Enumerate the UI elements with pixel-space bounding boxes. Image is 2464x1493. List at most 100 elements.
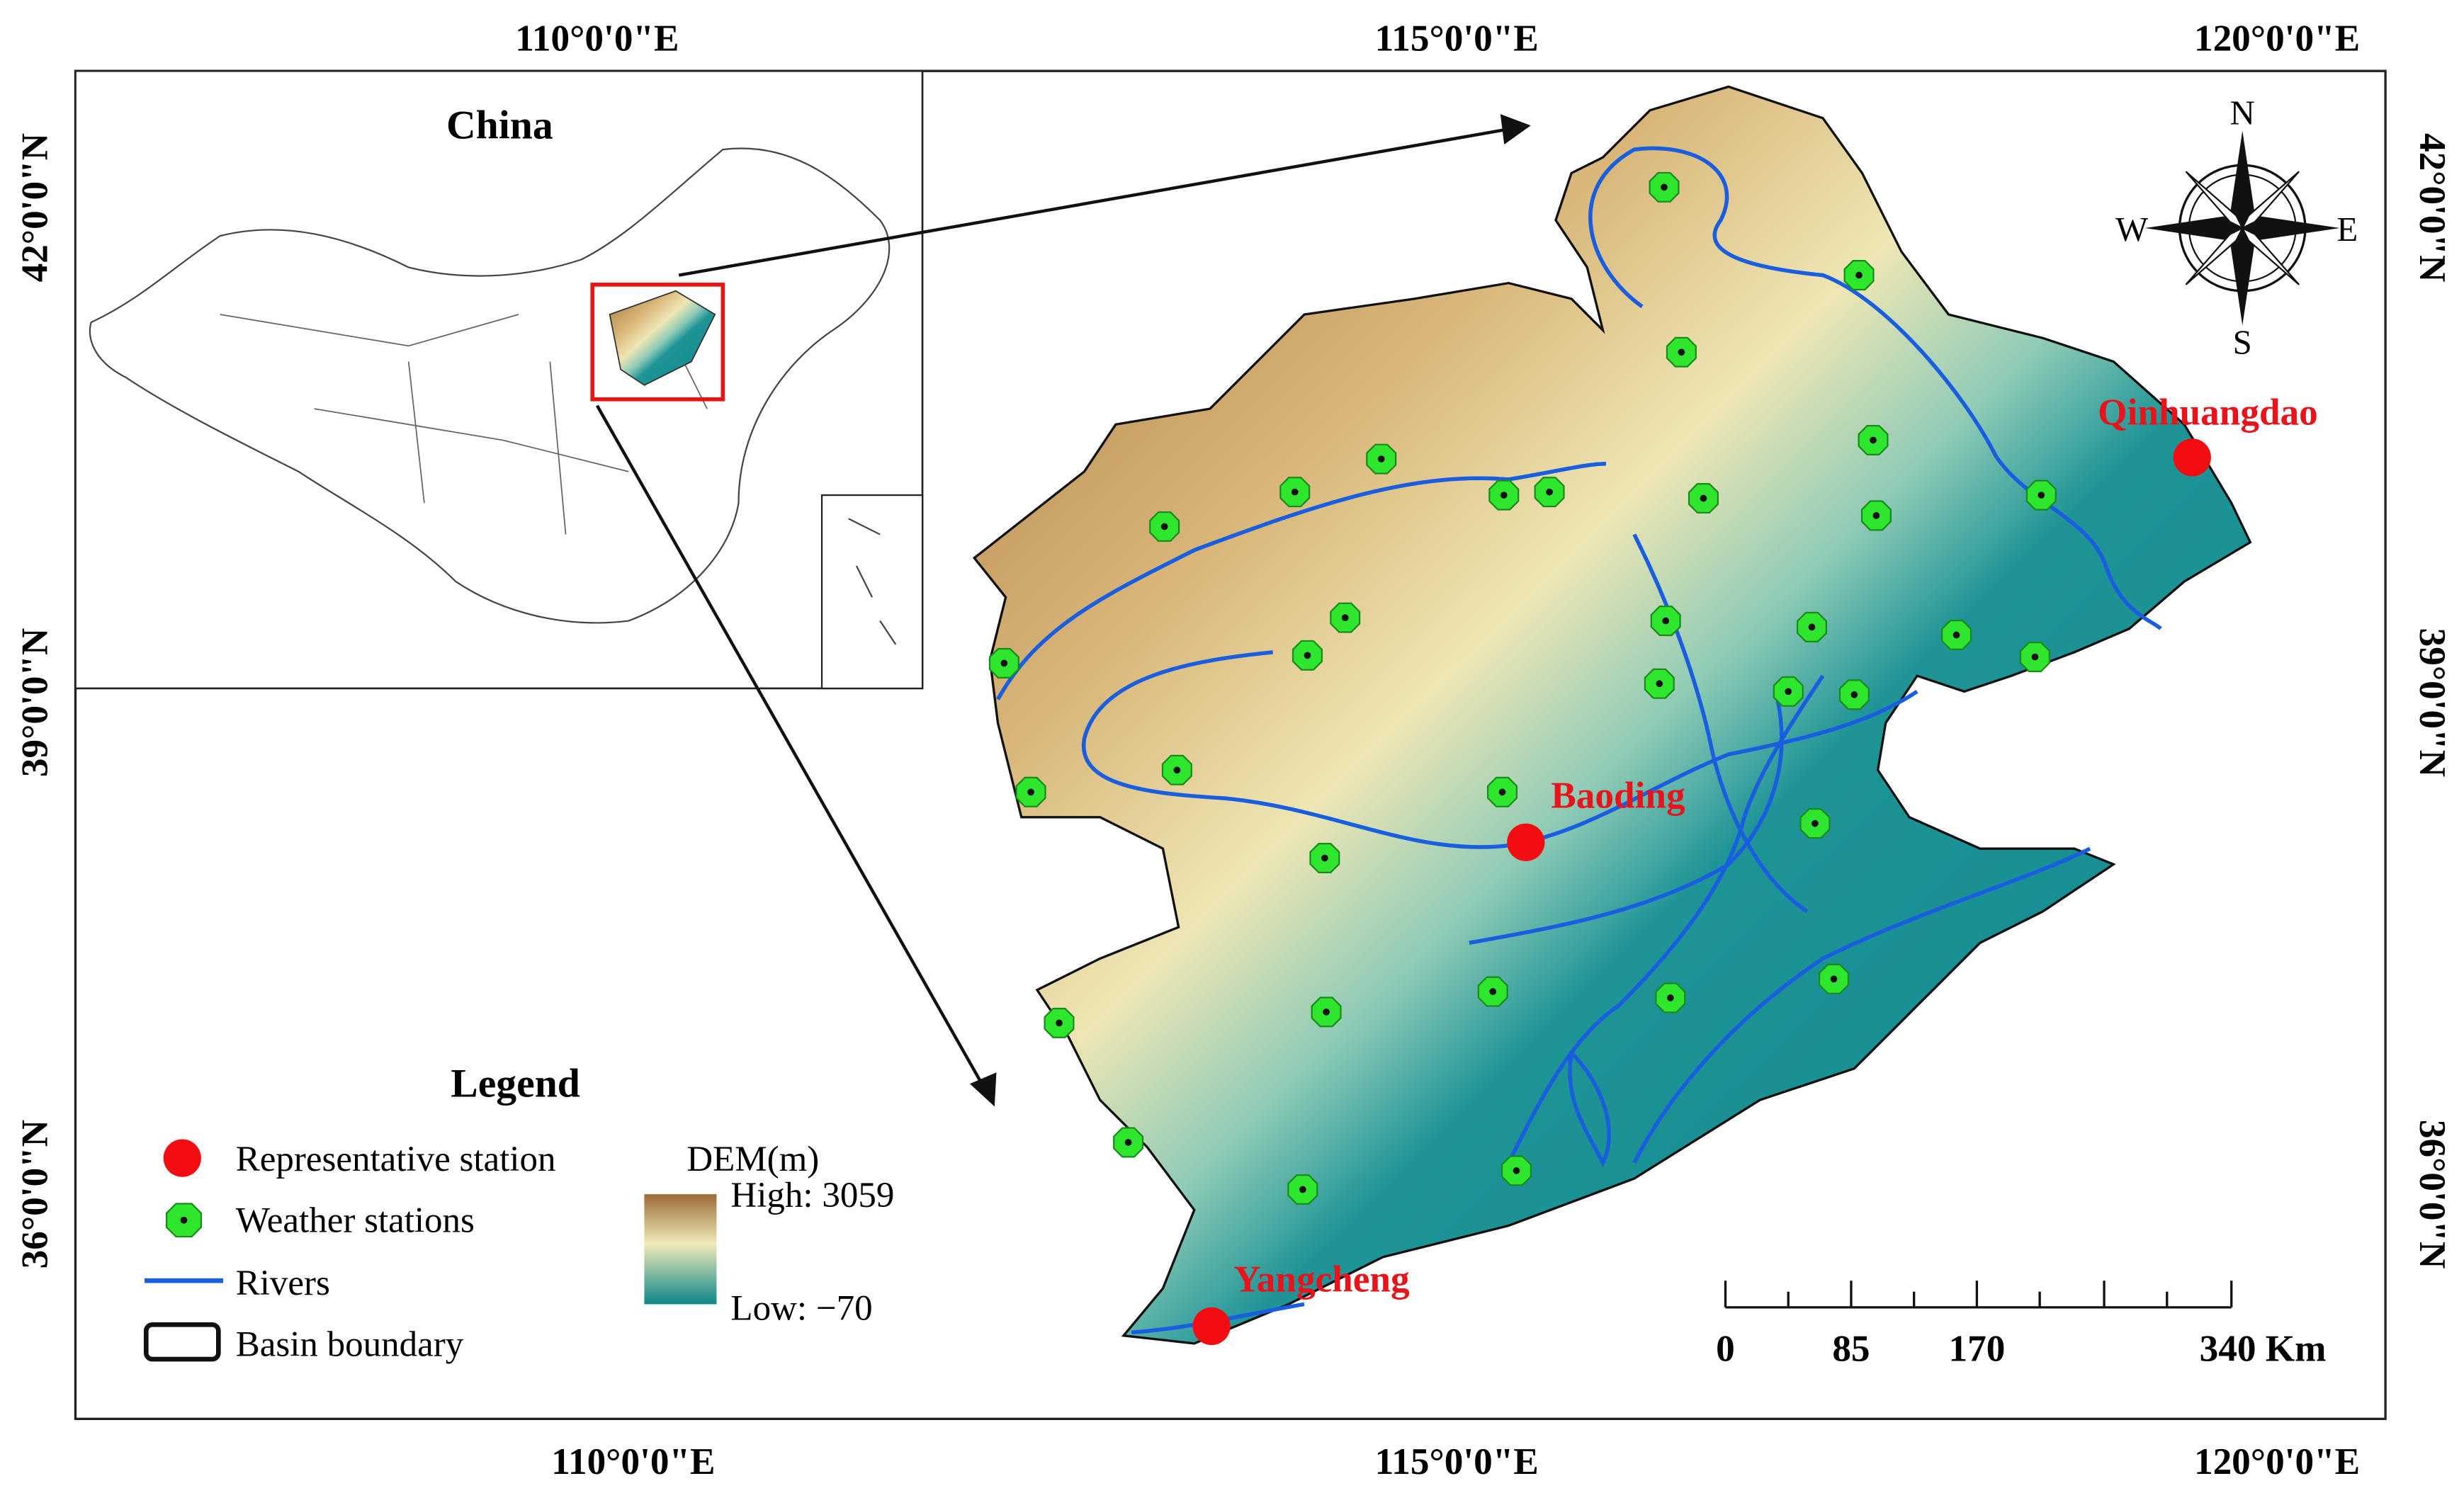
legend-label: Basin boundary: [236, 1325, 464, 1365]
compass-letter: W: [2115, 210, 2148, 249]
city-label: Yangcheng: [1233, 1259, 1410, 1300]
representative-station: [2173, 438, 2211, 477]
compass-letter: E: [2336, 210, 2358, 249]
river: [1081, 650, 1918, 849]
weather-station-dot: [1830, 975, 1838, 983]
weather-station-dot: [1666, 994, 1674, 1001]
south-sea-inset: [820, 494, 924, 690]
arrows: [595, 114, 1531, 1107]
legend-label: Weather stations: [236, 1200, 475, 1240]
map-frame: [74, 69, 2387, 1421]
compass-letter: S: [2233, 323, 2252, 361]
weather-station-dot: [1000, 659, 1008, 667]
islands: [848, 518, 897, 645]
weather-station-dot: [1812, 819, 1819, 827]
weather-station-dot: [1678, 348, 1685, 356]
scale-label: 170: [1948, 1327, 2005, 1369]
weather-station-dot: [1498, 788, 1506, 796]
inset-title: China: [446, 103, 553, 148]
lon-label: 110°0'0"E: [551, 1441, 715, 1482]
weather-station-dot: [1700, 494, 1707, 502]
weather-station-dot: [1341, 614, 1349, 621]
weather-station-dot: [1500, 492, 1508, 499]
weather-station-dot: [1299, 1186, 1306, 1193]
river: [1506, 674, 1825, 1164]
weather-station-dot: [1513, 1167, 1520, 1174]
weather-station-dot: [1785, 688, 1792, 696]
lon-label: 110°0'0"E: [515, 17, 679, 59]
legend-symbol-dot: [180, 1216, 188, 1224]
rivers: [996, 146, 2162, 1335]
weather-station-dot: [1489, 988, 1497, 995]
scale-label: 85: [1832, 1327, 1870, 1369]
scale-bar: [1724, 1281, 2233, 1309]
lat-label: 39°0'0"N: [14, 628, 56, 777]
river: [1632, 846, 2091, 1164]
inset-frame: [74, 69, 924, 690]
weather-station-dot: [1377, 455, 1385, 462]
lon-label: 115°0'0"E: [1375, 1441, 1539, 1482]
lon-label: 120°0'0"E: [2194, 1441, 2360, 1482]
inset-basin: [609, 290, 716, 386]
weather-station-dot: [1872, 512, 1880, 519]
legend-label: Rivers: [236, 1264, 330, 1303]
lon-label: 120°0'0"E: [2194, 17, 2360, 59]
river: [1632, 533, 1809, 914]
city-label: Qinhuangdao: [2098, 391, 2318, 433]
legend-symbol: [143, 1322, 221, 1362]
province-lines: [220, 314, 708, 535]
arrow: [678, 127, 1509, 277]
legend-symbol: [163, 1139, 201, 1177]
scale-label: 340 Km: [2200, 1327, 2327, 1369]
lat-label: 42°0'0"N: [14, 133, 56, 282]
representative-station: [1507, 823, 1545, 861]
china-outline: [89, 147, 891, 624]
basin: [972, 85, 2252, 1345]
arrow-head: [969, 1072, 997, 1107]
dem-colorbar: [644, 1194, 717, 1305]
weather-station-dot: [1656, 680, 1663, 688]
weather-station-dot: [1952, 631, 1960, 639]
weather-station-dot: [1291, 488, 1299, 496]
weather-station-dot: [1546, 488, 1553, 496]
weather-station-dot: [1870, 436, 1877, 444]
weather-station-dot: [1323, 1008, 1330, 1016]
weather-station-dot: [1173, 766, 1181, 774]
weather-station-dot: [1160, 523, 1168, 530]
weather-station-dot: [1027, 788, 1034, 796]
city-label: Baoding: [1551, 775, 1685, 817]
dem-title: DEM(m): [686, 1140, 819, 1179]
lon-label: 115°0'0"E: [1375, 17, 1539, 59]
river: [1568, 1051, 1611, 1168]
river: [996, 461, 1606, 700]
arrow-head: [1500, 114, 1531, 144]
scale-label: 0: [1716, 1327, 1735, 1369]
weather-station-dot: [1850, 691, 1858, 698]
representative-station: [1192, 1307, 1231, 1346]
dem-high: High: 3059: [730, 1176, 894, 1215]
weather-station-dot: [1855, 271, 1863, 279]
river: [1588, 146, 2162, 630]
lat-label: 36°0'0"N: [2412, 1120, 2453, 1268]
weather-station-dot: [1321, 854, 1328, 862]
compass-letter: N: [2230, 94, 2255, 132]
weather-station-dot: [1661, 183, 1668, 191]
arrow: [595, 404, 984, 1085]
lat-label: 36°0'0"N: [14, 1120, 56, 1268]
compass: N E S W: [2115, 94, 2358, 362]
weather-station-dot: [1662, 617, 1670, 625]
legend-label: Representative station: [236, 1140, 556, 1179]
weather-station-dot: [2038, 492, 2045, 499]
dem-low: Low: −70: [730, 1289, 872, 1329]
weather-station-dot: [1056, 1019, 1063, 1027]
inset-highlight: [590, 283, 725, 402]
weather-station-dot: [1124, 1139, 1132, 1146]
legend-title: Legend: [451, 1062, 580, 1106]
lat-label: 42°0'0"N: [2412, 133, 2453, 282]
weather-station-dot: [2031, 653, 2039, 661]
river: [1469, 691, 1784, 945]
weather-station-dot: [1808, 623, 1816, 631]
lat-label: 39°0'0"N: [2412, 628, 2453, 777]
